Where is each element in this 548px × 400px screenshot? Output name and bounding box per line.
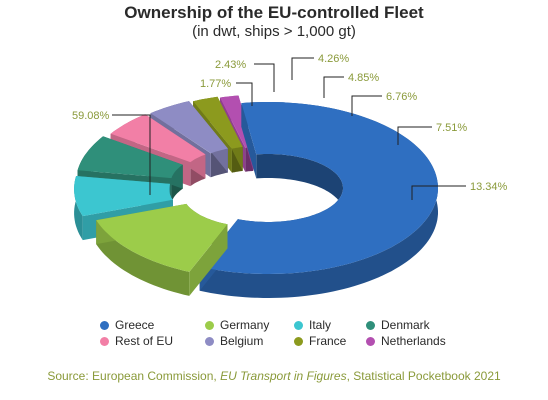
legend-swatch-netherlands — [366, 336, 375, 346]
legend-item-rest-of-eu: Rest of EU — [100, 334, 173, 348]
source-prefix: Source: European Commission, — [47, 369, 221, 383]
legend-swatch-belgium — [205, 336, 214, 346]
legend-row-1: Greece Germany Italy Denmark — [0, 318, 548, 334]
legend-label-netherlands: Netherlands — [381, 334, 446, 348]
legend-label-italy: Italy — [309, 318, 332, 332]
legend-label-greece: Greece — [115, 318, 155, 332]
legend-item-italy: Italy — [294, 318, 331, 332]
data-label-belgium: 4.26% — [318, 53, 349, 65]
leader-line-rest-of-eu — [323, 76, 344, 98]
legend-swatch-greece — [100, 320, 109, 330]
legend-row-2: Rest of EU Belgium France Netherlands — [0, 334, 548, 350]
donut-chart: 59.08% 13.34% 7.51% 6.76% 4.85% 4.26% 2.43% 1.7… — [72, 53, 508, 298]
source-note: Source: European Commission, EU Transpor… — [0, 369, 548, 383]
legend-swatch-germany — [205, 320, 214, 330]
leader-line-greece — [112, 114, 151, 195]
data-label-denmark: 6.76% — [386, 91, 417, 103]
legend-item-belgium: Belgium — [205, 334, 263, 348]
slice-top-denmark — [77, 136, 183, 179]
data-label-rest-of-eu: 4.85% — [348, 72, 379, 84]
legend-swatch-france — [294, 336, 303, 346]
slice-top-rest-of-eu — [110, 114, 206, 163]
chart-title: Ownership of the EU-controlled Fleet — [124, 3, 424, 22]
legend-item-netherlands: Netherlands — [366, 334, 446, 348]
legend-label-denmark: Denmark — [381, 318, 430, 332]
slice-outer-wall-germany — [96, 220, 190, 296]
source-publication-title: EU Transport in Figures — [220, 369, 347, 383]
slice-outer-wall-greece — [199, 102, 438, 298]
legend-swatch-rest-of-eu — [100, 336, 109, 346]
legend-label-rest-of-eu: Rest of EU — [115, 334, 174, 348]
slice-germany — [96, 203, 228, 296]
legend-swatch-italy — [294, 320, 303, 330]
slice-greece — [199, 102, 438, 298]
slice-cap-start-greece — [241, 103, 257, 179]
leader-line-belgium — [291, 57, 314, 80]
data-label-netherlands: 1.77% — [200, 78, 231, 90]
leader-line-germany — [411, 185, 466, 200]
leader-line-denmark — [351, 95, 382, 116]
data-label-france: 2.43% — [215, 59, 246, 71]
legend-label-belgium: Belgium — [220, 334, 264, 348]
legend-item-france: France — [294, 334, 346, 348]
leader-line-italy — [397, 126, 432, 145]
slice-top-france — [193, 96, 243, 149]
legend-item-denmark: Denmark — [366, 318, 430, 332]
slice-top-germany — [96, 203, 228, 272]
legend-item-germany: Germany — [205, 318, 269, 332]
slice-cap-start-germany — [189, 224, 228, 296]
data-label-italy: 7.51% — [436, 122, 467, 134]
leader-line-france — [254, 63, 275, 92]
chart-subtitle: (in dwt, ships > 1,000 gt) — [192, 23, 356, 40]
legend-label-france: France — [309, 334, 347, 348]
data-label-greece: 59.08% — [72, 110, 110, 122]
slice-top-greece — [199, 102, 438, 274]
leader-line-netherlands — [236, 82, 253, 106]
source-suffix: , Statistical Pocketbook 2021 — [346, 369, 501, 383]
legend-swatch-denmark — [366, 320, 375, 330]
slice-top-belgium — [150, 101, 228, 154]
slice-top-italy — [74, 176, 173, 217]
legend-item-greece: Greece — [100, 318, 154, 332]
legend-label-germany: Germany — [220, 318, 270, 332]
slice-outer-wall-italy — [74, 176, 83, 241]
data-label-germany: 13.34% — [470, 181, 508, 193]
